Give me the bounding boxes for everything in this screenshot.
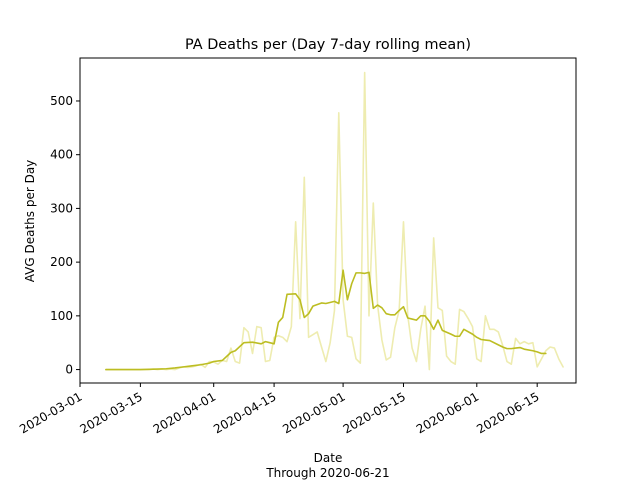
x-axis-label: Date <box>314 451 343 465</box>
y-tick-label: 200 <box>50 255 73 269</box>
y-tick-label: 300 <box>50 201 73 215</box>
y-axis-label: AVG Deaths per Day <box>23 160 37 283</box>
series-line-rolling <box>105 269 547 371</box>
y-tick-label: 500 <box>50 94 73 108</box>
axes-frame <box>79 57 577 384</box>
y-tick-label: 0 <box>65 363 73 377</box>
chart-title: PA Deaths per (Day 7-day rolling mean) <box>185 37 471 53</box>
plot-area <box>105 71 564 371</box>
x-axis-sublabel: Through 2020-06-21 <box>265 466 389 480</box>
y-tick-label: 100 <box>50 309 73 323</box>
y-axis: 0 100 200 300 400 500 <box>50 94 80 377</box>
y-tick-label: 400 <box>50 148 73 162</box>
